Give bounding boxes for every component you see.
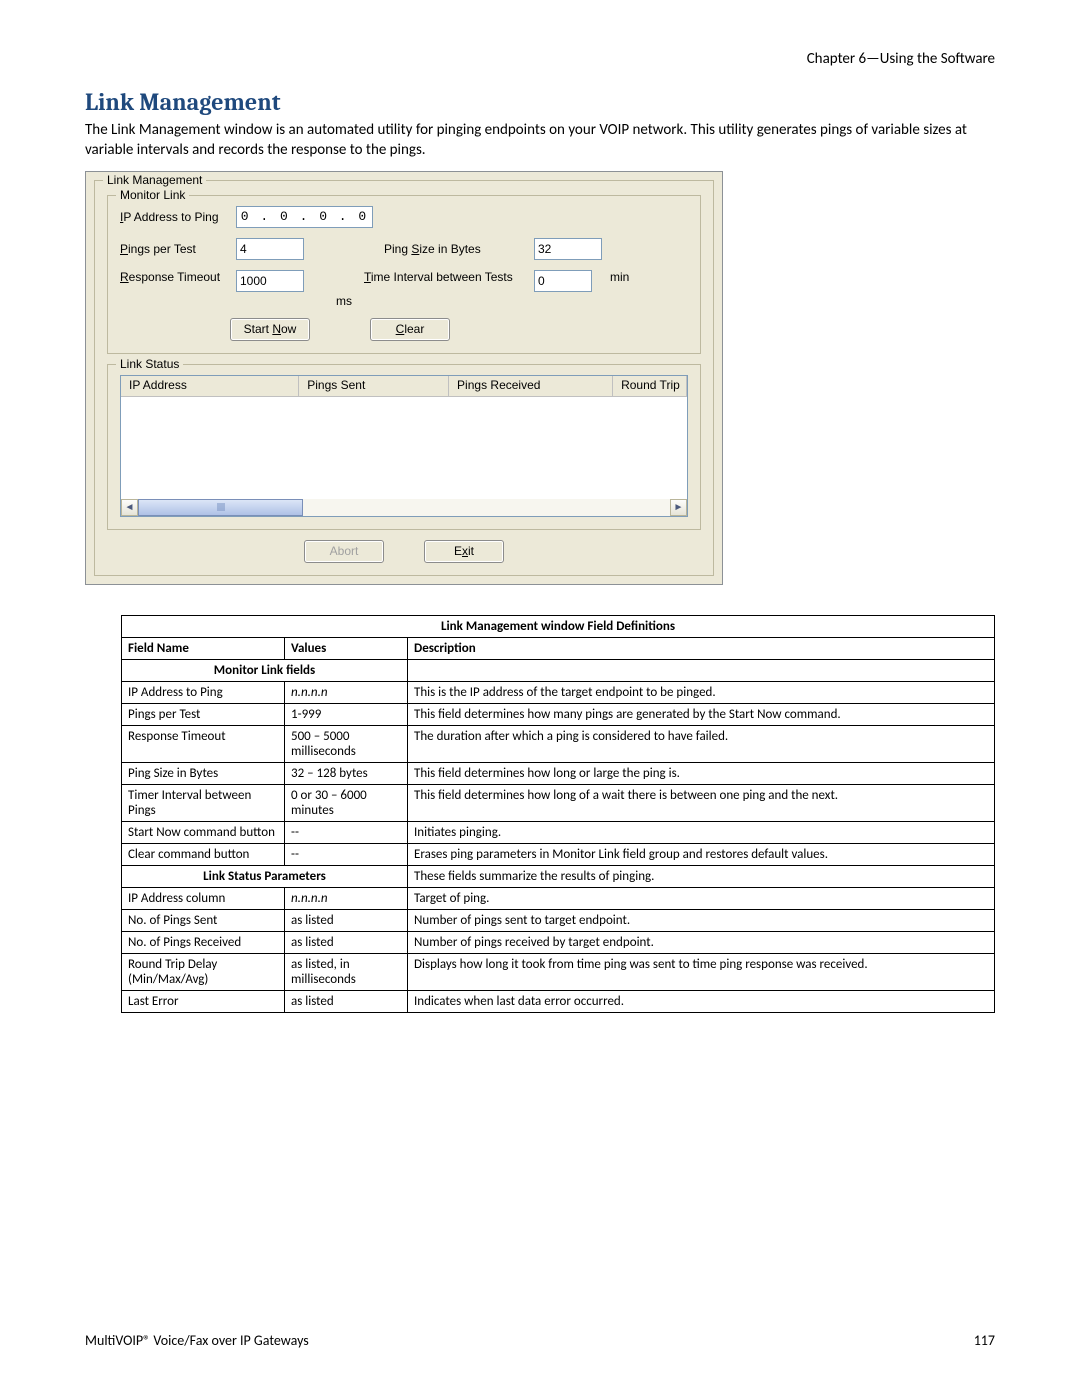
table-header-cell: Values	[285, 637, 408, 659]
description-cell: This field determines how many pings are…	[408, 703, 995, 725]
exit-button[interactable]: Exit	[424, 540, 504, 563]
field-name-cell: Pings per Test	[122, 703, 285, 725]
description-cell: Initiates pinging.	[408, 821, 995, 843]
time-interval-label: Time Interval between Tests	[364, 270, 534, 284]
table-row: Response Timeout500 – 5000 millisecondsT…	[122, 725, 995, 762]
values-cell: as listed, in milliseconds	[285, 953, 408, 990]
scroll-left-button[interactable]: ◄	[121, 499, 138, 516]
table-row: No. of Pings Sentas listedNumber of ping…	[122, 909, 995, 931]
table-section-desc: These fields summarize the results of pi…	[408, 865, 995, 887]
values-cell: 500 – 5000 milliseconds	[285, 725, 408, 762]
time-interval-input[interactable]	[534, 270, 592, 292]
values-cell: --	[285, 843, 408, 865]
description-cell: Number of pings received by target endpo…	[408, 931, 995, 953]
table-row: Start Now command button--Initiates ping…	[122, 821, 995, 843]
footer-page-number: 117	[974, 1332, 995, 1349]
response-timeout-input[interactable]	[236, 270, 304, 292]
intro-paragraph: The Link Management window is an automat…	[85, 120, 995, 161]
section-title: Link Management	[85, 88, 995, 116]
link-status-legend: Link Status	[116, 357, 183, 371]
description-cell: The duration after which a ping is consi…	[408, 725, 995, 762]
table-row: Round Trip Delay (Min/Max/Avg)as listed,…	[122, 953, 995, 990]
table-row: Clear command button--Erases ping parame…	[122, 843, 995, 865]
field-name-cell: IP Address column	[122, 887, 285, 909]
table-row: IP Address to Pingn.n.n.nThis is the IP …	[122, 681, 995, 703]
values-cell: 1-999	[285, 703, 408, 725]
description-cell: Displays how long it took from time ping…	[408, 953, 995, 990]
ping-size-input[interactable]	[534, 238, 602, 260]
monitor-link-legend: Monitor Link	[116, 188, 189, 202]
table-section-header: Monitor Link fields	[122, 659, 408, 681]
horizontal-scrollbar[interactable]: ◄ ►	[121, 499, 687, 516]
values-cell: as listed	[285, 909, 408, 931]
clear-button[interactable]: Clear	[370, 318, 450, 341]
start-now-button[interactable]: Start Now	[230, 318, 310, 341]
values-cell: n.n.n.n	[285, 681, 408, 703]
values-cell: --	[285, 821, 408, 843]
ip-address-input[interactable]: 0 . 0 . 0 . 0	[236, 206, 373, 228]
field-name-cell: Response Timeout	[122, 725, 285, 762]
values-cell: n.n.n.n	[285, 887, 408, 909]
table-row: No. of Pings Receivedas listedNumber of …	[122, 931, 995, 953]
description-cell: This field determines how long of a wait…	[408, 784, 995, 821]
description-cell: This is the IP address of the target end…	[408, 681, 995, 703]
footer-left: MultiVOIP® Voice/Fax over IP Gateways	[85, 1332, 309, 1349]
description-cell: Number of pings sent to target endpoint.	[408, 909, 995, 931]
field-name-cell: Start Now command button	[122, 821, 285, 843]
field-name-cell: Round Trip Delay (Min/Max/Avg)	[122, 953, 285, 990]
table-header-cell: Description	[408, 637, 995, 659]
description-cell: Target of ping.	[408, 887, 995, 909]
pings-per-test-label: Pings per Test	[120, 242, 236, 256]
description-cell: Indicates when last data error occurred.	[408, 990, 995, 1012]
table-row: Last Erroras listedIndicates when last d…	[122, 990, 995, 1012]
pings-per-test-input[interactable]	[236, 238, 304, 260]
field-definitions-table: Link Management window Field Definitions…	[121, 615, 995, 1013]
table-section-header: Link Status Parameters	[122, 865, 408, 887]
values-cell: 0 or 30 – 6000 minutes	[285, 784, 408, 821]
response-timeout-label: Response Timeout	[120, 270, 236, 284]
group-link-management-legend: Link Management	[103, 173, 206, 187]
description-cell: This field determines how long or large …	[408, 762, 995, 784]
listview-column-header[interactable]: IP Address	[121, 376, 299, 396]
abort-button: Abort	[304, 540, 384, 563]
link-management-window: Link Management Monitor Link IP Address …	[85, 171, 723, 585]
description-cell: Erases ping parameters in Monitor Link f…	[408, 843, 995, 865]
field-name-cell: IP Address to Ping	[122, 681, 285, 703]
values-cell: as listed	[285, 931, 408, 953]
ip-address-label: IP Address to Ping	[120, 210, 236, 224]
chapter-label: Chapter 6—Using the Software	[85, 50, 995, 68]
interval-unit: min	[610, 270, 629, 284]
table-row: Ping Size in Bytes32 – 128 bytesThis fie…	[122, 762, 995, 784]
values-cell: as listed	[285, 990, 408, 1012]
listview-column-header[interactable]: Round Trip	[613, 376, 687, 396]
listview-column-header[interactable]: Pings Sent	[299, 376, 449, 396]
table-section-desc	[408, 659, 995, 681]
listview-column-header[interactable]: Pings Received	[449, 376, 613, 396]
table-header-cell: Field Name	[122, 637, 285, 659]
field-name-cell: Ping Size in Bytes	[122, 762, 285, 784]
scroll-right-button[interactable]: ►	[670, 499, 687, 516]
values-cell: 32 – 128 bytes	[285, 762, 408, 784]
timeout-unit: ms	[336, 294, 352, 308]
group-monitor-link: Monitor Link IP Address to Ping 0 . 0 . …	[107, 195, 701, 354]
table-title: Link Management window Field Definitions	[122, 615, 995, 637]
table-row: Timer Interval between Pings0 or 30 – 60…	[122, 784, 995, 821]
field-name-cell: No. of Pings Received	[122, 931, 285, 953]
scroll-track[interactable]	[303, 499, 670, 516]
field-name-cell: Timer Interval between Pings	[122, 784, 285, 821]
link-status-listview[interactable]: IP AddressPings SentPings ReceivedRound …	[120, 375, 688, 517]
group-link-status: Link Status IP AddressPings SentPings Re…	[107, 364, 701, 530]
scroll-thumb[interactable]	[138, 499, 303, 516]
table-row: Pings per Test1-999This field determines…	[122, 703, 995, 725]
table-row: IP Address columnn.n.n.nTarget of ping.	[122, 887, 995, 909]
ping-size-label: Ping Size in Bytes	[384, 242, 534, 256]
field-name-cell: No. of Pings Sent	[122, 909, 285, 931]
field-name-cell: Clear command button	[122, 843, 285, 865]
field-name-cell: Last Error	[122, 990, 285, 1012]
